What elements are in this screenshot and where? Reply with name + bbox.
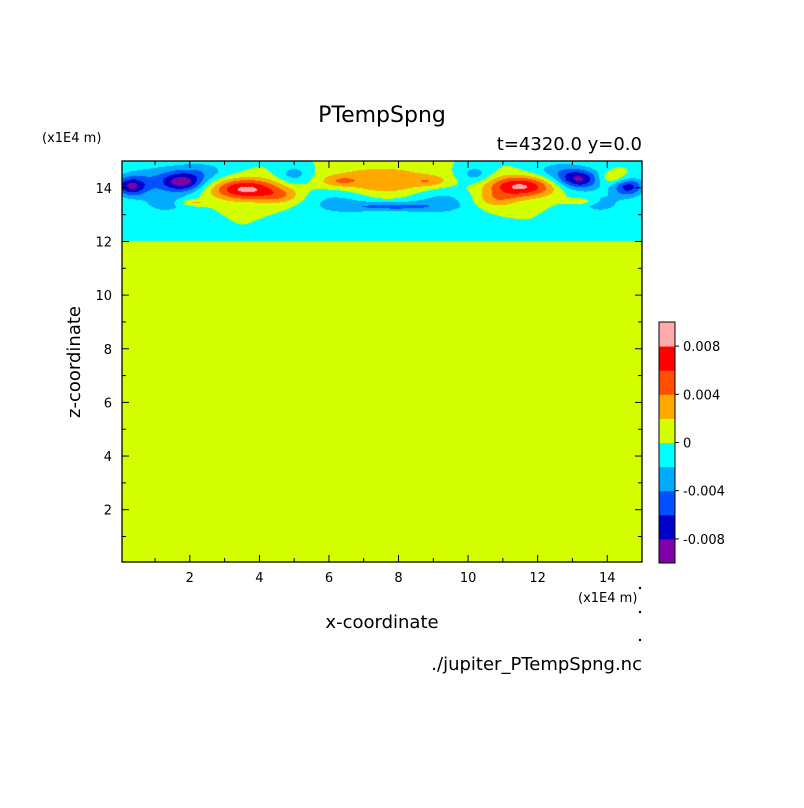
colorbar-tick-label: 0.004 (683, 388, 720, 403)
colorbar-segment (659, 322, 675, 347)
colorbar-segment (659, 490, 675, 516)
corner-dot (638, 610, 642, 614)
colorbar-tick-label: -0.008 (683, 533, 725, 548)
y-tick-label: 8 (104, 343, 112, 358)
x-tick-label: 14 (599, 571, 616, 586)
colorbar-tick-label: 0.008 (683, 340, 720, 355)
corner-dot (638, 638, 642, 642)
y-tick-label: 6 (104, 396, 112, 411)
chart-subtitle: t=4320.0 y=0.0 (497, 134, 642, 155)
x-tick-label: 2 (186, 571, 194, 586)
y-tick-label: 12 (95, 235, 112, 250)
chart-title: PTempSpng (318, 103, 446, 128)
y-tick-label: 4 (104, 450, 112, 465)
y-tick-label: 14 (95, 182, 112, 197)
contour-field (122, 161, 642, 562)
x-tick-label: 8 (394, 571, 402, 586)
colorbar-segment (659, 538, 675, 564)
colorbar-segment (659, 394, 675, 419)
colorbar-segment (659, 466, 675, 492)
colorbar-segment (659, 346, 675, 371)
colorbar-segment (659, 370, 675, 395)
x-tick-label: 12 (529, 571, 546, 586)
colorbar-segment (659, 514, 675, 540)
colorbar-tick-label: -0.004 (683, 485, 725, 500)
source-file-label: ./jupiter_PTempSpng.nc (431, 654, 642, 675)
y-tick-label: 2 (104, 504, 112, 519)
y-tick-label: 10 (95, 289, 112, 304)
x-tick-label: 6 (325, 571, 333, 586)
colorbar-segment (659, 418, 675, 443)
colorbar-tick-label: 0 (683, 437, 691, 452)
y-axis-label: z-coordinate (64, 306, 85, 418)
x-tick-label: 4 (255, 571, 263, 586)
corner-dot (638, 586, 642, 590)
colorbar-segment (659, 442, 675, 468)
plot-frame (121, 160, 643, 563)
x-tick-label: 10 (460, 571, 477, 586)
x-unit-label: (x1E4 m) (578, 591, 637, 606)
y-unit-label: (x1E4 m) (42, 131, 101, 146)
x-axis-label: x-coordinate (325, 612, 438, 633)
